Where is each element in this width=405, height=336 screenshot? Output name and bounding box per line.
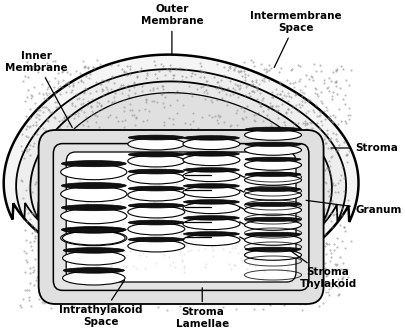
Ellipse shape <box>245 127 301 131</box>
Ellipse shape <box>245 145 301 155</box>
Ellipse shape <box>61 182 126 189</box>
Ellipse shape <box>61 208 127 224</box>
Text: Granum: Granum <box>306 200 402 215</box>
Ellipse shape <box>183 232 239 236</box>
Ellipse shape <box>63 267 124 273</box>
Ellipse shape <box>245 175 301 185</box>
Ellipse shape <box>128 237 184 242</box>
Ellipse shape <box>245 232 301 237</box>
Polygon shape <box>4 55 358 287</box>
Ellipse shape <box>63 248 124 253</box>
Ellipse shape <box>128 138 185 150</box>
Ellipse shape <box>183 186 240 198</box>
Ellipse shape <box>245 217 301 221</box>
Ellipse shape <box>128 172 185 184</box>
Ellipse shape <box>183 235 240 246</box>
Ellipse shape <box>128 220 184 225</box>
Text: Intrathylakoid
Space: Intrathylakoid Space <box>60 280 143 327</box>
Ellipse shape <box>245 190 301 200</box>
Ellipse shape <box>128 189 185 201</box>
FancyBboxPatch shape <box>38 130 324 304</box>
Ellipse shape <box>183 216 239 220</box>
Ellipse shape <box>245 160 301 170</box>
Ellipse shape <box>128 186 184 191</box>
Ellipse shape <box>183 218 240 229</box>
Text: Inner
Membrane: Inner Membrane <box>6 51 72 128</box>
Polygon shape <box>16 69 346 279</box>
Ellipse shape <box>245 187 301 192</box>
Ellipse shape <box>61 161 126 167</box>
Ellipse shape <box>62 271 125 285</box>
Ellipse shape <box>245 205 301 215</box>
Text: Intermembrane
Space: Intermembrane Space <box>250 11 342 68</box>
Ellipse shape <box>62 231 125 245</box>
Ellipse shape <box>245 250 301 260</box>
Ellipse shape <box>183 136 239 140</box>
Text: Stroma
Thylakoid: Stroma Thylakoid <box>289 250 357 289</box>
Ellipse shape <box>61 226 126 233</box>
Ellipse shape <box>245 235 301 245</box>
Ellipse shape <box>183 138 240 150</box>
FancyBboxPatch shape <box>66 152 296 282</box>
Ellipse shape <box>61 164 127 180</box>
Ellipse shape <box>128 206 185 218</box>
Ellipse shape <box>128 155 185 167</box>
Ellipse shape <box>245 202 301 206</box>
Ellipse shape <box>183 152 239 156</box>
FancyBboxPatch shape <box>53 143 309 290</box>
Ellipse shape <box>183 202 240 214</box>
Text: Stroma: Stroma <box>331 143 399 153</box>
Ellipse shape <box>128 135 184 140</box>
Ellipse shape <box>183 170 240 181</box>
Ellipse shape <box>183 155 240 166</box>
Ellipse shape <box>62 251 125 265</box>
Ellipse shape <box>183 168 239 172</box>
Text: Outer
Membrane: Outer Membrane <box>141 4 203 54</box>
Ellipse shape <box>61 205 126 211</box>
Ellipse shape <box>183 200 239 204</box>
Ellipse shape <box>61 230 127 246</box>
Ellipse shape <box>245 220 301 230</box>
Polygon shape <box>30 81 332 271</box>
Ellipse shape <box>61 186 127 202</box>
Ellipse shape <box>128 169 184 174</box>
Ellipse shape <box>63 227 124 233</box>
Ellipse shape <box>245 130 301 140</box>
Text: Stroma
Lamellae: Stroma Lamellae <box>176 288 229 329</box>
Ellipse shape <box>128 240 185 252</box>
FancyBboxPatch shape <box>68 157 294 277</box>
Ellipse shape <box>245 142 301 146</box>
Ellipse shape <box>245 247 301 251</box>
Ellipse shape <box>128 152 184 157</box>
Ellipse shape <box>128 203 184 208</box>
Ellipse shape <box>183 184 239 188</box>
Polygon shape <box>43 93 320 262</box>
Ellipse shape <box>128 223 185 235</box>
Ellipse shape <box>245 157 301 161</box>
Ellipse shape <box>245 172 301 176</box>
